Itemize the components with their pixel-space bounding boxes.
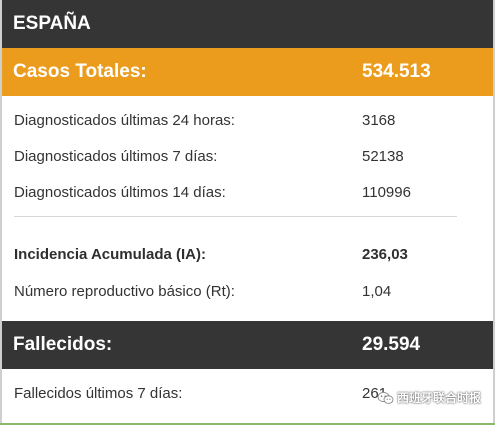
- indicator-label: Incidencia Acumulada (IA):: [14, 246, 206, 263]
- wechat-icon: [377, 391, 394, 404]
- total-cases-label: Casos Totales:: [13, 61, 147, 82]
- indicator-row: Incidencia Acumulada (IA): 236,03: [2, 243, 493, 267]
- stat-row: Diagnosticados últimos 7 días: 52138: [2, 145, 493, 169]
- indicator-row: Número reproductivo básico (Rt): 1,04: [2, 280, 493, 304]
- stat-row: Diagnosticados últimas 24 horas: 3168: [2, 109, 493, 133]
- stat-value: 3168: [362, 112, 396, 129]
- watermark: 西班牙联合时报: [377, 389, 481, 406]
- stat-label: Diagnosticados últimos 7 días:: [14, 148, 218, 165]
- indicator-label: Número reproductivo básico (Rt):: [14, 283, 235, 300]
- deaths-label: Fallecidos:: [13, 334, 113, 355]
- stat-row: Diagnosticados últimos 14 días: 110996: [2, 181, 493, 205]
- panel-title: ESPAÑA: [13, 13, 91, 34]
- stat-label: Fallecidos últimos 7 días:: [14, 385, 183, 402]
- indicator-value: 236,03: [362, 246, 408, 263]
- stat-value: 52138: [362, 148, 404, 165]
- bottom-accent-line: [0, 423, 495, 425]
- deaths-value: 29.594: [362, 334, 421, 355]
- deaths-bar: Fallecidos: 29.594: [2, 321, 493, 369]
- stat-label: Diagnosticados últimos 14 días:: [14, 184, 226, 201]
- panel-header: ESPAÑA: [2, 0, 493, 48]
- section-divider: [14, 216, 457, 217]
- indicator-value: 1,04: [362, 283, 392, 300]
- total-cases-value: 534.513: [362, 61, 431, 82]
- stat-value: 110996: [362, 184, 411, 201]
- total-cases-bar: Casos Totales: 534.513: [2, 48, 493, 96]
- stat-label: Diagnosticados últimas 24 horas:: [14, 112, 235, 129]
- watermark-text: 西班牙联合时报: [397, 391, 482, 405]
